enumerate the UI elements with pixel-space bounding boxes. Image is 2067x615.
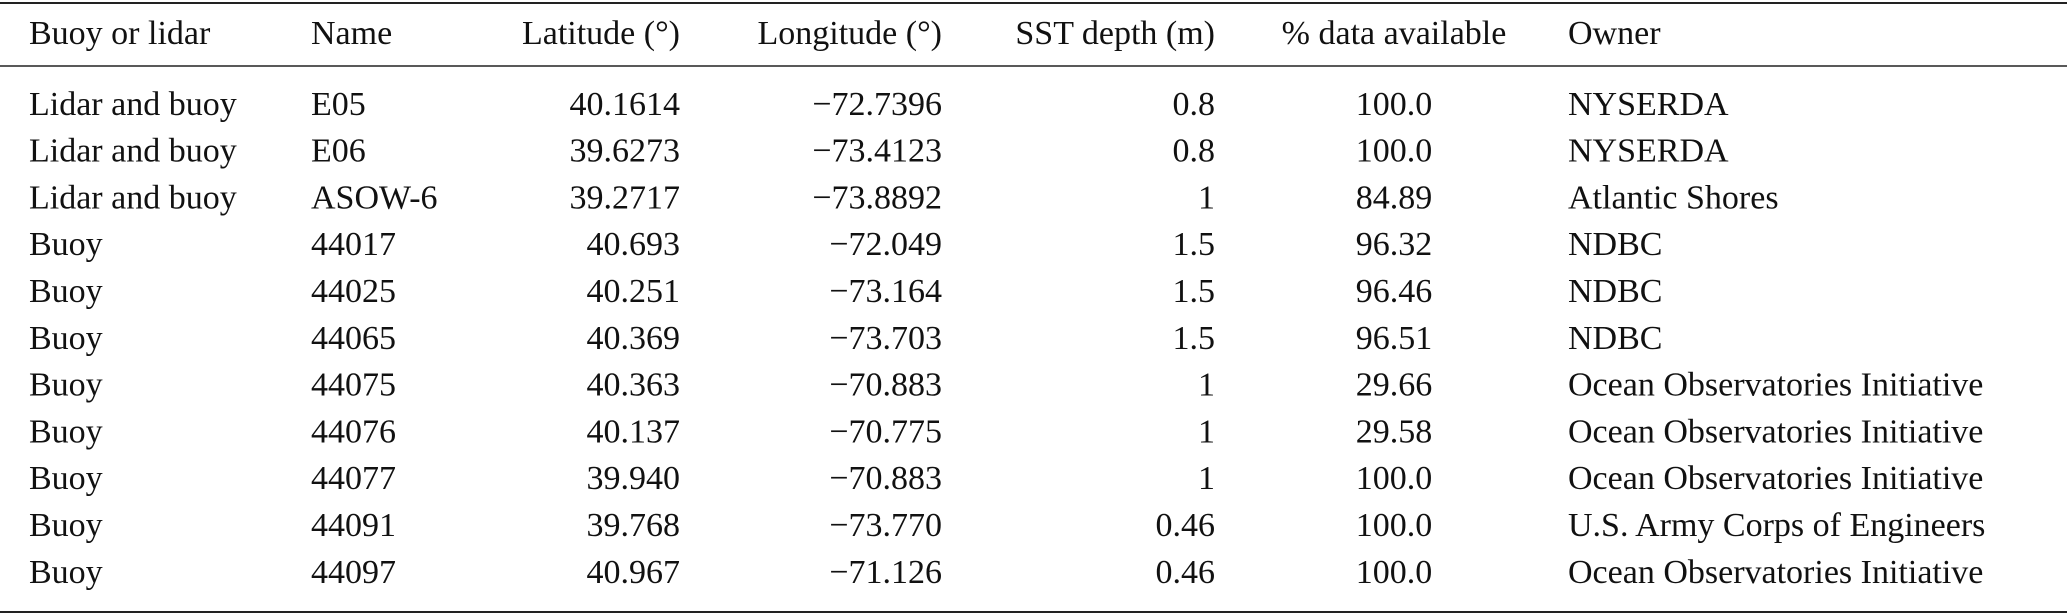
header-cell: Latitude (°) — [522, 15, 680, 52]
cell: 40.363 — [587, 367, 681, 404]
cell: 100.0 — [1356, 86, 1433, 123]
cell: NDBC — [1568, 273, 1662, 310]
cell: −70.883 — [829, 460, 942, 497]
cell: Buoy — [29, 554, 103, 591]
cell: −72.7396 — [812, 86, 942, 123]
cell: 0.8 — [1173, 133, 1216, 170]
header-cell: Longitude (°) — [758, 15, 943, 52]
header-cell: % data available — [1282, 15, 1507, 52]
cell: 0.46 — [1156, 554, 1216, 591]
cell: 96.46 — [1356, 273, 1433, 310]
cell: 44025 — [311, 273, 396, 310]
cell: 84.89 — [1356, 179, 1433, 216]
cell: 1 — [1198, 367, 1215, 404]
cell: Ocean Observatories Initiative — [1568, 554, 1983, 591]
cell: −71.126 — [829, 554, 942, 591]
cell: 29.66 — [1356, 367, 1433, 404]
cell: 44097 — [311, 554, 396, 591]
cell: −73.770 — [829, 507, 942, 544]
cell: Buoy — [29, 367, 103, 404]
cell: 1 — [1198, 413, 1215, 450]
cell: 100.0 — [1356, 460, 1433, 497]
cell: 40.693 — [587, 226, 681, 263]
cell: 44077 — [311, 460, 396, 497]
cell: Buoy — [29, 320, 103, 357]
cell: ASOW-6 — [311, 179, 438, 216]
cell: Buoy — [29, 413, 103, 450]
cell: Buoy — [29, 507, 103, 544]
cell: 0.46 — [1156, 507, 1216, 544]
cell: −73.4123 — [812, 133, 942, 170]
cell: 39.6273 — [570, 133, 681, 170]
header-cell: Buoy or lidar — [29, 15, 211, 52]
cell: 40.251 — [587, 273, 681, 310]
cell: 44091 — [311, 507, 396, 544]
cell: NYSERDA — [1568, 86, 1729, 123]
cell: Lidar and buoy — [29, 179, 237, 216]
cell: 29.58 — [1356, 413, 1433, 450]
cell: −72.049 — [829, 226, 942, 263]
cell: U.S. Army Corps of Engineers — [1568, 507, 1985, 544]
cell: 39.940 — [587, 460, 681, 497]
cell: Buoy — [29, 273, 103, 310]
cell: 40.137 — [587, 413, 681, 450]
cell: 39.768 — [587, 507, 681, 544]
cell: 96.32 — [1356, 226, 1433, 263]
header-cell: Owner — [1568, 15, 1661, 52]
cell: E05 — [311, 86, 366, 123]
cell: 39.2717 — [570, 179, 681, 216]
cell: 1 — [1198, 179, 1215, 216]
cell: NDBC — [1568, 226, 1662, 263]
header-cell: Name — [311, 15, 392, 52]
cell: E06 — [311, 133, 366, 170]
cell: 100.0 — [1356, 133, 1433, 170]
cell: NDBC — [1568, 320, 1662, 357]
cell: 96.51 — [1356, 320, 1433, 357]
cell: 40.1614 — [570, 86, 681, 123]
cell: Buoy — [29, 226, 103, 263]
cell: Ocean Observatories Initiative — [1568, 460, 1983, 497]
cell: 1.5 — [1173, 273, 1216, 310]
cell: 44075 — [311, 367, 396, 404]
cell: Ocean Observatories Initiative — [1568, 367, 1983, 404]
cell: 44076 — [311, 413, 396, 450]
cell: Ocean Observatories Initiative — [1568, 413, 1983, 450]
header-cell: SST depth (m) — [1015, 15, 1215, 52]
cell: −70.883 — [829, 367, 942, 404]
cell: 40.369 — [587, 320, 681, 357]
cell: 40.967 — [587, 554, 681, 591]
cell: −73.8892 — [812, 179, 942, 216]
cell: 0.8 — [1173, 86, 1216, 123]
cell: 44017 — [311, 226, 396, 263]
cell: 1.5 — [1173, 226, 1216, 263]
cell: Lidar and buoy — [29, 86, 237, 123]
cell: 100.0 — [1356, 507, 1433, 544]
cell: −73.703 — [829, 320, 942, 357]
cell: −70.775 — [829, 413, 942, 450]
cell: 1.5 — [1173, 320, 1216, 357]
cell: Buoy — [29, 460, 103, 497]
cell: 44065 — [311, 320, 396, 357]
cell: −73.164 — [829, 273, 942, 310]
cell: Lidar and buoy — [29, 133, 237, 170]
cell: NYSERDA — [1568, 133, 1729, 170]
cell: 1 — [1198, 460, 1215, 497]
cell: Atlantic Shores — [1568, 179, 1779, 216]
cell: 100.0 — [1356, 554, 1433, 591]
